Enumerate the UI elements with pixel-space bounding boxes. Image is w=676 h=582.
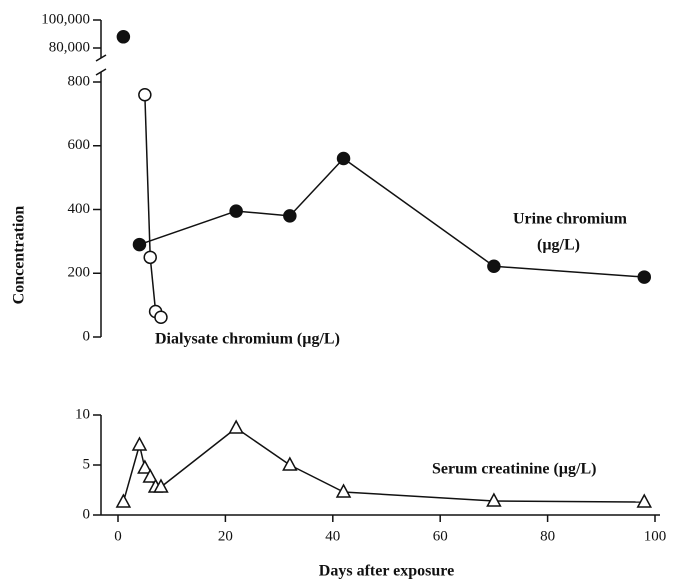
line-segment: [289, 157, 345, 217]
point: [282, 456, 298, 471]
line-segment: [144, 94, 151, 258]
point: [131, 436, 148, 451]
point: [132, 237, 147, 252]
point: [283, 209, 297, 223]
line-segment: [235, 427, 291, 466]
y-tick-label: 800: [68, 73, 91, 89]
y-axis-label: Concentration: [11, 206, 28, 305]
series-label: Dialysate chromium (µg/L): [155, 331, 340, 348]
point: [229, 204, 243, 218]
point: [487, 259, 501, 273]
y-tick-label: 0: [83, 506, 91, 522]
point: [142, 468, 158, 483]
point: [143, 250, 157, 265]
line-segment: [139, 210, 237, 246]
point: [636, 493, 653, 508]
y-tick-label: 0: [83, 328, 91, 344]
y-tick-label: 10: [75, 406, 90, 422]
point: [138, 88, 152, 102]
line-segment: [236, 210, 290, 217]
x-tick-label: 60: [433, 528, 448, 544]
line-segment: [343, 491, 494, 502]
point: [137, 459, 153, 474]
y-tick-label: 5: [83, 456, 91, 472]
point: [154, 310, 168, 324]
x-tick-label: 40: [325, 528, 340, 544]
x-tick-label: 20: [218, 528, 233, 544]
axis-break: [95, 68, 107, 76]
point: [335, 483, 352, 498]
y-tick-label: 200: [68, 265, 91, 281]
series-label: Urine chromium: [513, 211, 628, 228]
line-segment: [149, 257, 157, 312]
axis-break: [95, 54, 107, 62]
point: [486, 492, 502, 507]
line-segment: [122, 444, 141, 503]
y-tick-label: 600: [68, 137, 91, 153]
line-segment: [289, 464, 344, 493]
series-label: Serum creatinine (µg/L): [432, 461, 596, 478]
y-tick-label: 100,000: [41, 11, 90, 27]
point: [336, 151, 351, 166]
point: [153, 478, 169, 493]
line-segment: [493, 265, 645, 278]
x-tick-label: 100: [644, 528, 667, 544]
point: [637, 270, 652, 284]
y-tick-label: 80,000: [49, 39, 90, 55]
y-tick-label: 400: [68, 201, 91, 217]
x-tick-label: 80: [540, 528, 555, 544]
x-tick-label: 0: [114, 528, 122, 544]
x-axis-label: Days after exposure: [319, 563, 454, 580]
point: [228, 419, 244, 434]
point: [116, 30, 131, 44]
line-segment: [493, 500, 645, 503]
line-segment: [343, 157, 495, 267]
series-unit: (µg/L): [537, 237, 580, 254]
line-segment: [160, 427, 237, 488]
point: [115, 493, 132, 508]
